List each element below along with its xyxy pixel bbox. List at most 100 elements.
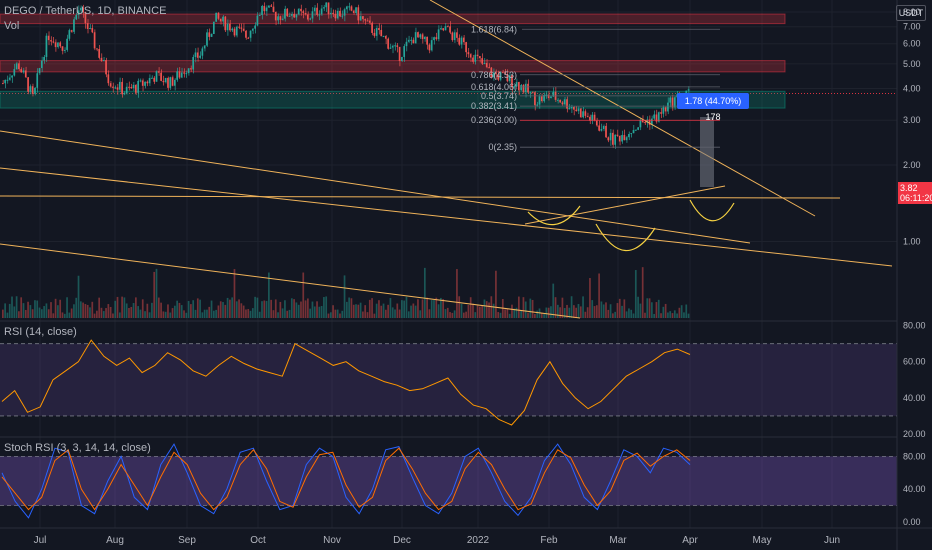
candle-body — [646, 119, 649, 123]
neckline-trendline — [524, 185, 726, 225]
volume-bar — [318, 306, 321, 318]
candle-body — [279, 16, 282, 20]
volume-bar — [100, 307, 103, 318]
candle-body — [325, 2, 328, 8]
volume-bar — [206, 309, 208, 318]
candle-body — [29, 86, 32, 92]
candle-body — [524, 83, 527, 93]
candle-body — [573, 107, 575, 110]
time-axis[interactable]: Jul Aug Sep Oct Nov Dec 2022 Feb Mar Apr May Jun — [34, 535, 840, 546]
volume-bar — [297, 304, 300, 318]
volume-bar — [192, 300, 195, 318]
volume-bar — [22, 303, 25, 318]
volume-bar — [639, 303, 642, 318]
candle-body — [50, 40, 52, 42]
volume-bar — [391, 307, 394, 318]
volume-legend[interactable]: Vol — [4, 20, 20, 32]
volume-bar — [52, 313, 55, 318]
volume-bar — [171, 308, 174, 318]
volume-bar — [268, 272, 270, 318]
volume-bar — [327, 313, 330, 318]
volume-bar — [621, 305, 623, 318]
rsi-axis: 80.00 60.00 40.00 20.00 — [903, 321, 926, 439]
time-tick-label: Mar — [609, 535, 627, 546]
price-tick-label: 3.00 — [903, 115, 921, 125]
volume-bar — [662, 306, 665, 318]
candle-body — [687, 89, 690, 91]
price-tick-label: 8.00 — [903, 7, 921, 17]
volume-bar — [316, 301, 318, 318]
candle-body — [550, 96, 552, 99]
candle-body — [121, 81, 123, 95]
price-axis[interactable]: 8.00 7.00 6.00 5.00 4.00 3.00 2.00 1.00 — [903, 7, 921, 247]
candle-body — [96, 48, 98, 50]
volume-bar — [483, 299, 486, 318]
candle-body — [293, 14, 295, 18]
volume-bar — [341, 310, 344, 318]
candle-body — [536, 104, 539, 106]
candle-body — [368, 20, 371, 23]
currency-badge[interactable]: USDT — [896, 5, 926, 21]
candle-body — [112, 86, 114, 88]
volume-bar — [527, 312, 529, 318]
candle-body — [527, 83, 529, 93]
candle-body — [132, 84, 135, 89]
candle-body — [309, 18, 311, 20]
candle-body — [660, 112, 662, 114]
candle-body — [233, 28, 236, 36]
volume-bar — [485, 301, 488, 318]
volume-bar — [203, 309, 206, 318]
volume-bar — [479, 306, 481, 318]
candle-body — [348, 6, 350, 8]
volume-bar — [245, 309, 247, 318]
candle-body — [515, 82, 518, 87]
candle-body — [320, 8, 323, 15]
volume-bar — [199, 299, 201, 318]
candle-body — [628, 133, 630, 138]
candle-body — [435, 37, 438, 40]
volume-bar — [368, 299, 371, 318]
volume-bar — [210, 300, 213, 318]
rsi-band-fill — [0, 343, 897, 416]
candle-body — [274, 11, 277, 21]
symbol-legend[interactable]: DEGO / TetherUS, 1D, BINANCE — [4, 5, 167, 17]
rsi-tick-label: 40.00 — [903, 393, 926, 403]
stoch-rsi-legend[interactable]: Stoch RSI (3, 3, 14, 14, close) — [4, 442, 151, 454]
volume-bar — [121, 296, 123, 318]
candle-body — [208, 32, 211, 37]
candle-body — [673, 97, 676, 108]
volume-bar — [460, 303, 463, 318]
volume-bar — [456, 269, 458, 318]
candle-body — [577, 108, 580, 112]
rsi-tick-label: 60.00 — [903, 357, 926, 367]
candle-body — [11, 75, 13, 78]
candle-body — [323, 7, 325, 9]
volume-bar — [545, 307, 548, 318]
trendlines — [0, 0, 893, 319]
volume-bar — [77, 275, 80, 318]
volume-bar — [222, 302, 224, 318]
volume-bar — [440, 297, 442, 318]
candle-body — [270, 5, 273, 7]
candle-body — [522, 85, 525, 93]
volume-bar — [2, 309, 4, 318]
volume-bar — [148, 312, 151, 318]
volume-bar — [671, 313, 674, 318]
rsi-legend[interactable]: RSI (14, close) — [4, 326, 77, 338]
fib-level-label: 0.5(3.74) — [481, 91, 517, 101]
candle-body — [196, 52, 199, 58]
volume-bar — [343, 275, 346, 318]
candle-body — [217, 12, 220, 19]
volume-bar — [311, 301, 314, 318]
candle-body — [534, 92, 536, 106]
stoch-band-fill — [0, 456, 897, 506]
volume-bar — [167, 304, 169, 318]
candle-body — [75, 14, 78, 20]
volume-bar — [488, 302, 490, 318]
volume-bar — [86, 304, 89, 318]
candle-body — [346, 6, 348, 10]
candle-body — [61, 46, 64, 51]
candle-body — [483, 63, 486, 65]
volume-bar — [91, 301, 94, 318]
